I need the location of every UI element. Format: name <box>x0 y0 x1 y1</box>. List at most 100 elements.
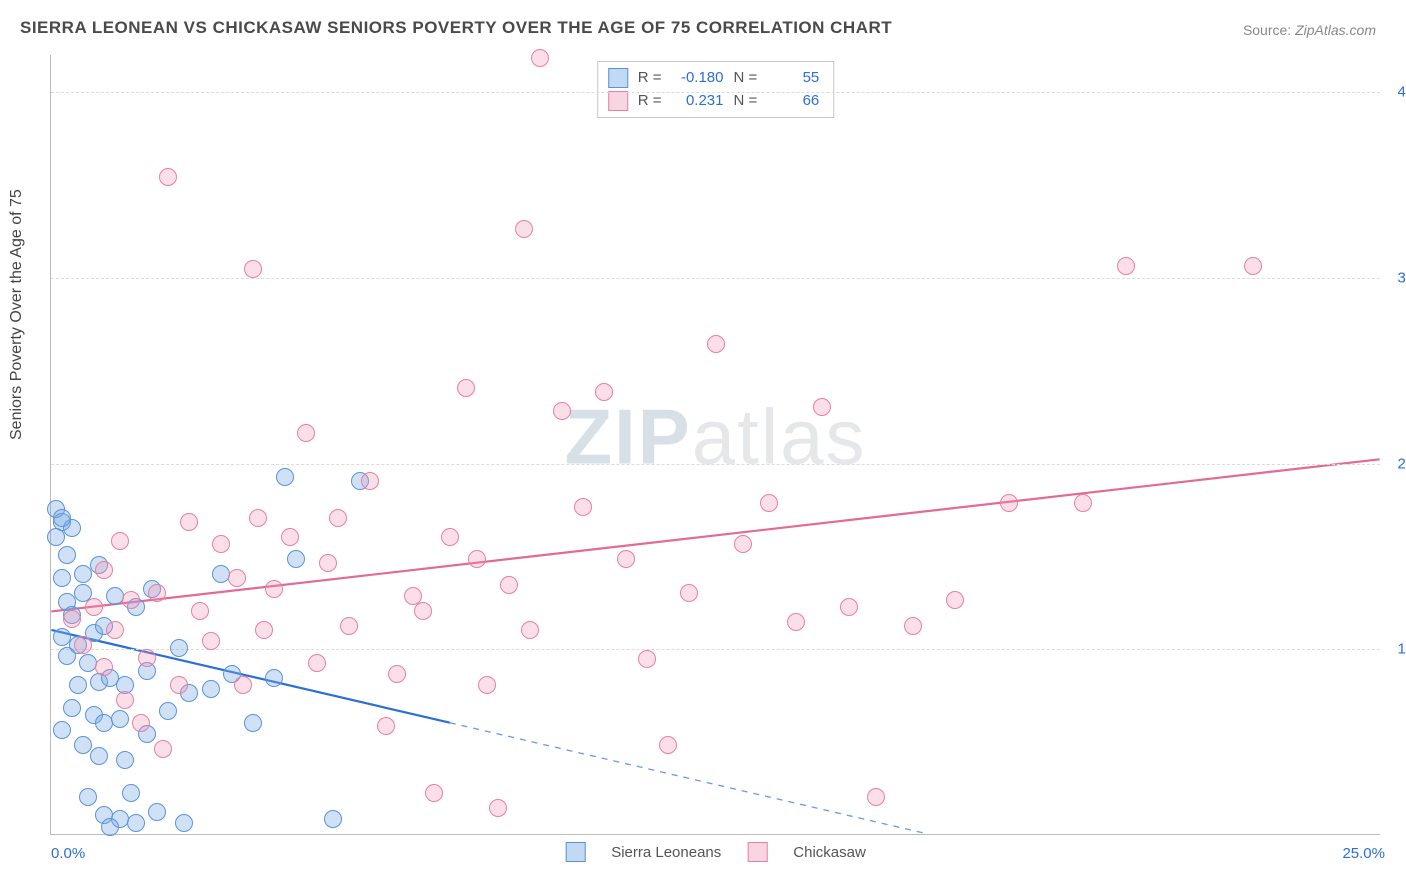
source-caption: Source: <box>1243 22 1291 38</box>
data-point <box>617 550 635 568</box>
trend-line-dashed <box>450 723 928 834</box>
data-point <box>324 810 342 828</box>
y-axis-label: Seniors Poverty Over the Age of 75 <box>8 189 26 440</box>
data-point <box>74 736 92 754</box>
legend-swatch-pink-icon <box>747 842 767 862</box>
legend: Sierra Leoneans Chickasaw <box>565 842 866 862</box>
data-point <box>180 513 198 531</box>
trend-line-solid <box>51 459 1379 611</box>
data-point <box>111 710 129 728</box>
data-point <box>595 383 613 401</box>
y-tick: 10.0% <box>1385 641 1406 658</box>
data-point <box>265 580 283 598</box>
data-point <box>760 494 778 512</box>
data-point <box>53 569 71 587</box>
grid-line <box>51 649 1380 650</box>
data-point <box>1117 257 1135 275</box>
data-point <box>111 532 129 550</box>
data-point <box>1000 494 1018 512</box>
data-point <box>63 699 81 717</box>
data-point <box>414 602 432 620</box>
source-label: Source: ZipAtlas.com <box>1243 22 1376 38</box>
legend-label-blue: Sierra Leoneans <box>611 844 721 861</box>
stats-row-blue: R = -0.180 N = 55 <box>608 67 820 90</box>
r-value-blue: -0.180 <box>672 67 724 90</box>
source-value: ZipAtlas.com <box>1295 22 1376 38</box>
data-point <box>813 398 831 416</box>
data-point <box>707 335 725 353</box>
data-point <box>148 803 166 821</box>
data-point <box>69 676 87 694</box>
data-point <box>531 49 549 67</box>
data-point <box>319 554 337 572</box>
data-point <box>255 621 273 639</box>
data-point <box>244 260 262 278</box>
data-point <box>281 528 299 546</box>
data-point <box>388 665 406 683</box>
data-point <box>95 561 113 579</box>
data-point <box>159 702 177 720</box>
data-point <box>361 472 379 490</box>
swatch-blue-icon <box>608 68 628 88</box>
data-point <box>276 468 294 486</box>
data-point <box>138 649 156 667</box>
data-point <box>127 814 145 832</box>
data-point <box>500 576 518 594</box>
data-point <box>553 402 571 420</box>
data-point <box>489 799 507 817</box>
data-point <box>734 535 752 553</box>
data-point <box>457 379 475 397</box>
data-point <box>904 617 922 635</box>
r-label: R = <box>638 67 662 90</box>
data-point <box>515 220 533 238</box>
data-point <box>47 528 65 546</box>
x-tick-max: 25.0% <box>1342 845 1385 862</box>
y-tick: 20.0% <box>1385 455 1406 472</box>
data-point <box>148 584 166 602</box>
data-point <box>116 751 134 769</box>
data-point <box>58 647 76 665</box>
data-point <box>1244 257 1262 275</box>
grid-line <box>51 92 1380 93</box>
data-point <box>122 591 140 609</box>
data-point <box>53 721 71 739</box>
stats-box: R = -0.180 N = 55 R = 0.231 N = 66 <box>597 61 835 118</box>
data-point <box>228 569 246 587</box>
data-point <box>58 546 76 564</box>
data-point <box>159 168 177 186</box>
data-point <box>680 584 698 602</box>
data-point <box>308 654 326 672</box>
y-tick: 30.0% <box>1385 269 1406 286</box>
data-point <box>265 669 283 687</box>
legend-label-pink: Chickasaw <box>793 844 866 861</box>
data-point <box>170 639 188 657</box>
data-point <box>122 784 140 802</box>
data-point <box>212 565 230 583</box>
scatter-plot: ZIPatlas R = -0.180 N = 55 R = 0.231 N =… <box>50 55 1380 835</box>
data-point <box>191 602 209 620</box>
data-point <box>478 676 496 694</box>
data-point <box>90 747 108 765</box>
data-point <box>132 714 150 732</box>
data-point <box>106 621 124 639</box>
data-point <box>425 784 443 802</box>
data-point <box>202 680 220 698</box>
data-point <box>175 814 193 832</box>
data-point <box>154 740 172 758</box>
data-point <box>659 736 677 754</box>
data-point <box>202 632 220 650</box>
data-point <box>946 591 964 609</box>
data-point <box>329 509 347 527</box>
x-tick-min: 0.0% <box>51 845 85 862</box>
data-point <box>212 535 230 553</box>
data-point <box>840 598 858 616</box>
data-point <box>244 714 262 732</box>
data-point <box>85 598 103 616</box>
chart-title: SIERRA LEONEAN VS CHICKASAW SENIORS POVE… <box>20 18 892 38</box>
y-tick: 40.0% <box>1385 84 1406 101</box>
data-point <box>74 565 92 583</box>
n-label: N = <box>734 67 758 90</box>
data-point <box>116 691 134 709</box>
data-point <box>638 650 656 668</box>
grid-line <box>51 464 1380 465</box>
